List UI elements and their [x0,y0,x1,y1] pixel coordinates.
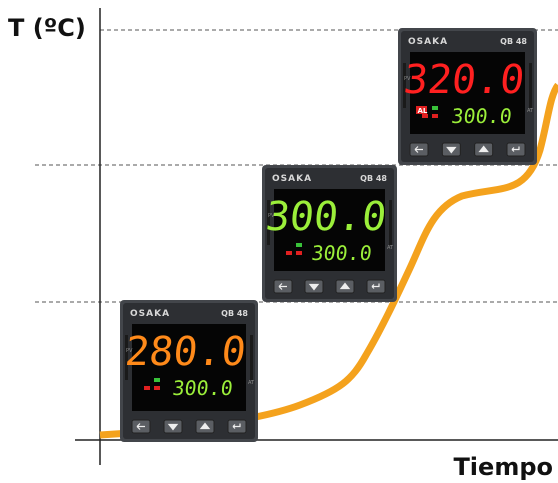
side-label: AT [387,245,394,251]
y-axis-label: T (ºC) [8,14,86,42]
model: QB 48 [500,37,527,46]
side-label: PV [126,348,133,354]
indicator [432,106,438,110]
set-value: 300.0 [450,104,513,128]
display [410,52,525,134]
button-icon [414,146,423,153]
brand: OSAKA [130,309,170,319]
button-icon [199,422,211,430]
side-label: PV [404,76,411,82]
button-icon [232,423,241,429]
process-value: 300.0 [263,194,388,240]
button-icon [371,283,380,289]
indicator [144,386,150,390]
button-icon [136,423,145,430]
indicator [154,378,160,382]
indicator [296,251,302,255]
display [274,189,385,271]
button-icon [167,423,179,431]
indicator [286,251,292,255]
side-label: PV [268,213,275,219]
alarm-label: AL [418,107,428,115]
model: QB 48 [221,309,248,318]
side-grip [529,63,532,108]
button-icon [278,283,287,290]
process-value: 280.0 [123,329,248,375]
display [132,324,246,411]
set-value: 300.0 [171,376,234,400]
alarm-badge [416,106,427,114]
button-icon [308,283,320,291]
side-grip [125,335,128,380]
button-icon [478,145,489,153]
side-grip [403,63,406,108]
indicator [296,243,302,247]
side-label: AT [527,108,534,114]
indicator [432,114,438,118]
side-grip [267,200,270,245]
side-grip [250,335,253,380]
indicator [154,386,160,390]
process-value: 320.0 [401,57,526,103]
side-grip [389,200,392,245]
brand: OSAKA [408,37,448,47]
x-axis-label: Tiempo [453,453,553,481]
button-icon [511,146,520,152]
button-icon [446,146,457,154]
set-value: 300.0 [310,241,373,265]
indicator [422,114,428,118]
side-label: AT [248,380,255,386]
brand: OSAKA [272,174,312,184]
button-icon [339,282,351,290]
model: QB 48 [360,174,387,183]
